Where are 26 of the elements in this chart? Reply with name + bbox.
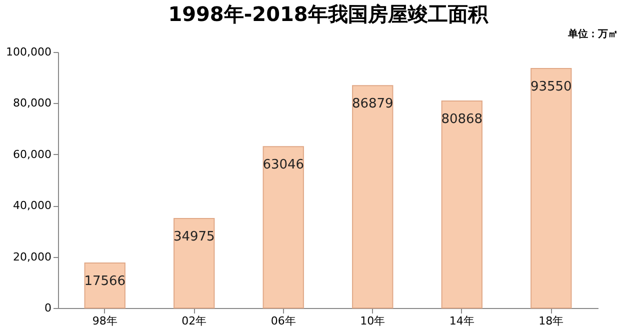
y-tick-label: 60,000 <box>13 148 52 161</box>
y-tick-label: 40,000 <box>13 199 52 212</box>
y-tick-label: 20,000 <box>13 250 52 264</box>
y-tick-label: 0 <box>44 302 52 314</box>
y-tick-label: 100,000 <box>6 46 52 58</box>
x-tick-label: 98年 <box>92 314 118 328</box>
y-tick-label: 80,000 <box>13 96 52 110</box>
data-label: 17566 <box>84 274 126 290</box>
bar <box>174 218 215 308</box>
bar <box>84 262 126 308</box>
bar <box>441 100 482 308</box>
x-tick-label: 14年 <box>449 314 474 328</box>
x-tick-label: 18年 <box>538 314 564 328</box>
x-tick-label: 06年 <box>270 314 296 328</box>
text: 单位：万㎡ <box>567 28 618 40</box>
data-label: 93550 <box>530 80 572 95</box>
data-label: 34975 <box>173 229 215 244</box>
x-tick-label: 02年 <box>182 314 207 328</box>
data-label: 63046 <box>262 158 304 173</box>
data-label: 86879 <box>352 96 394 112</box>
data-label: 80868 <box>441 112 483 127</box>
bar <box>262 146 304 308</box>
bar <box>530 68 572 308</box>
bar <box>352 85 394 308</box>
chart-title: 1998年-2018年我国房屋竣工面积 <box>168 2 489 26</box>
x-tick-label: 10年 <box>360 314 386 328</box>
